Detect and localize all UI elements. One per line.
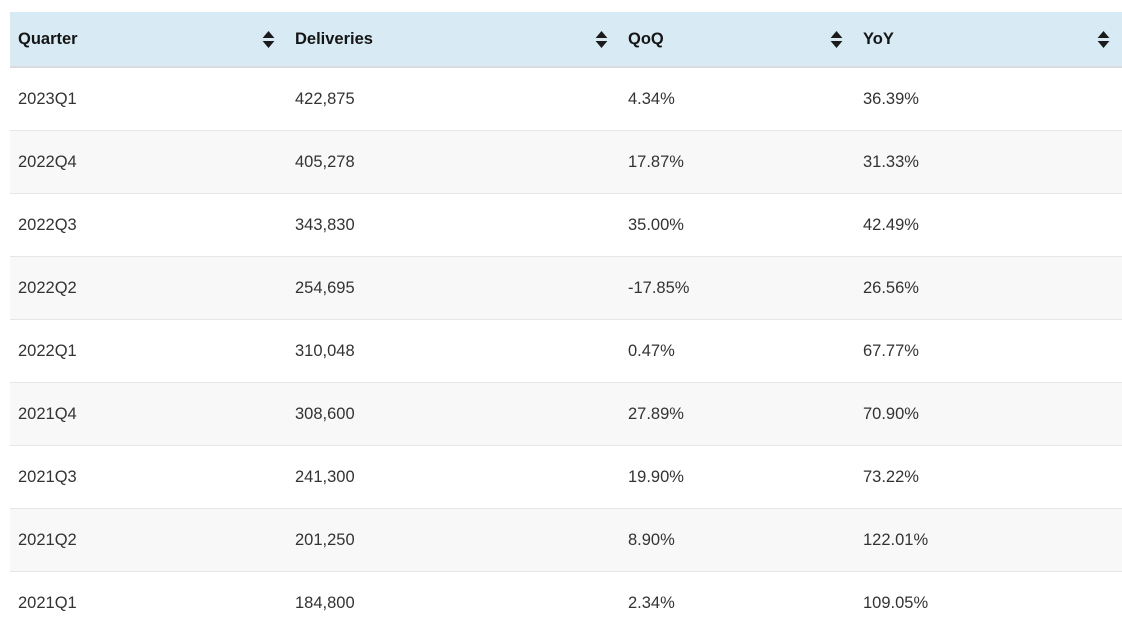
cell-qoq: 4.34% xyxy=(628,89,675,108)
cell-yoy: 109.05% xyxy=(855,571,1122,634)
column-label-qoq: QoQ xyxy=(628,29,664,48)
table-row: 2022Q4 405,278 17.87% 31.33% xyxy=(10,130,1122,194)
cell-deliveries: 254,695 xyxy=(287,256,620,320)
cell-yoy: 67.77% xyxy=(855,319,1122,383)
column-label-deliveries: Deliveries xyxy=(295,29,373,48)
cell-quarter: 2023Q1 xyxy=(18,89,77,108)
cell-quarter: 2022Q3 xyxy=(10,193,287,257)
table-row: 2022Q2 254,695 -17.85% 26.56% xyxy=(10,256,1122,320)
cell-quarter: 2021Q3 xyxy=(10,445,287,509)
table-row: 2021Q2 201,250 8.90% 122.01% xyxy=(10,508,1122,572)
table-row: 2021Q4 308,600 27.89% 70.90% xyxy=(10,382,1122,446)
cell-quarter: 2022Q1 xyxy=(10,319,287,383)
cell-qoq: 2.34% xyxy=(620,571,855,634)
cell-yoy: 122.01% xyxy=(855,508,1122,572)
column-header-deliveries[interactable]: Deliveries xyxy=(287,12,620,68)
cell-quarter: 2022Q2 xyxy=(10,256,287,320)
table-row: 2023Q1 422,875 4.34% 36.39% xyxy=(10,67,1122,131)
sort-icon[interactable] xyxy=(595,30,608,48)
cell-deliveries: 310,048 xyxy=(287,319,620,383)
cell-qoq: 8.90% xyxy=(620,508,855,572)
column-label-quarter: Quarter xyxy=(18,29,78,48)
table-row: 2022Q1 310,048 0.47% 67.77% xyxy=(10,319,1122,383)
sort-icon[interactable] xyxy=(1097,30,1110,48)
cell-deliveries: 241,300 xyxy=(287,445,620,509)
cell-yoy: 70.90% xyxy=(855,382,1122,446)
sort-icon[interactable] xyxy=(830,30,843,48)
cell-qoq: 0.47% xyxy=(620,319,855,383)
cell-deliveries: 405,278 xyxy=(287,130,620,194)
cell-deliveries: 184,800 xyxy=(287,571,620,634)
cell-deliveries: 343,830 xyxy=(287,193,620,257)
header-row: Quarter Deliveries xyxy=(10,12,1122,68)
sort-icon[interactable] xyxy=(262,30,275,48)
cell-qoq: 35.00% xyxy=(620,193,855,257)
cell-yoy: 36.39% xyxy=(863,89,919,108)
cell-deliveries: 422,875 xyxy=(295,89,355,108)
column-header-qoq[interactable]: QoQ xyxy=(620,12,855,68)
cell-quarter: 2021Q1 xyxy=(10,571,287,634)
column-label-yoy: YoY xyxy=(863,29,894,48)
cell-qoq: -17.85% xyxy=(620,256,855,320)
table-row: 2021Q1 184,800 2.34% 109.05% xyxy=(10,571,1122,634)
cell-yoy: 73.22% xyxy=(855,445,1122,509)
table-row: 2021Q3 241,300 19.90% 73.22% xyxy=(10,445,1122,509)
table-body: 2023Q1 422,875 4.34% 36.39% 2022Q4 405,2… xyxy=(10,67,1122,634)
cell-qoq: 19.90% xyxy=(620,445,855,509)
table-row: 2022Q3 343,830 35.00% 42.49% xyxy=(10,193,1122,257)
cell-yoy: 31.33% xyxy=(855,130,1122,194)
cell-qoq: 17.87% xyxy=(620,130,855,194)
cell-qoq: 27.89% xyxy=(620,382,855,446)
quarterly-deliveries-table: Quarter Deliveries xyxy=(10,12,1122,634)
cell-yoy: 26.56% xyxy=(855,256,1122,320)
cell-deliveries: 201,250 xyxy=(287,508,620,572)
cell-quarter: 2021Q2 xyxy=(10,508,287,572)
cell-yoy: 42.49% xyxy=(855,193,1122,257)
cell-deliveries: 308,600 xyxy=(287,382,620,446)
table-header: Quarter Deliveries xyxy=(10,12,1122,68)
column-header-quarter[interactable]: Quarter xyxy=(10,12,287,68)
column-header-yoy[interactable]: YoY xyxy=(855,12,1122,68)
cell-quarter: 2022Q4 xyxy=(10,130,287,194)
cell-quarter: 2021Q4 xyxy=(10,382,287,446)
